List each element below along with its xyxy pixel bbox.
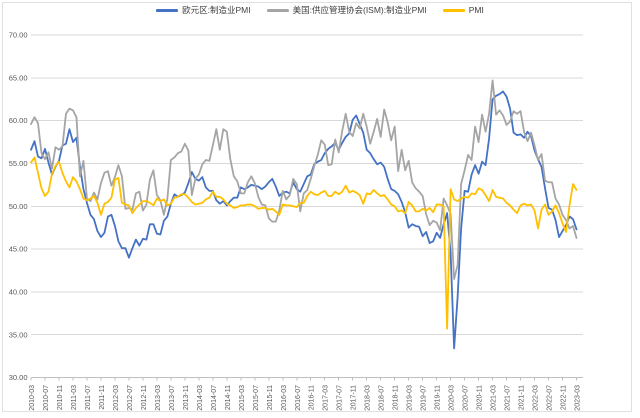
x-tick-label: 2022-11 — [561, 385, 568, 410]
legend-label-china-pmi: PMI — [468, 5, 484, 15]
y-tick-label: 30.00 — [9, 373, 28, 382]
y-tick-label: 40.00 — [9, 287, 28, 296]
y-tick-label: 60.00 — [9, 116, 28, 125]
x-tick-label: 2020-07 — [463, 385, 470, 411]
x-tick-label: 2017-07 — [337, 385, 344, 411]
x-tick-label: 2011-03 — [71, 385, 78, 410]
y-tick-label: 70.00 — [9, 31, 28, 40]
china-pmi-line — [30, 156, 578, 330]
x-tick-label: 2018-03 — [365, 385, 372, 411]
x-tick-label: 2010-03 — [29, 385, 36, 411]
x-tick-label: 2015-03 — [239, 385, 246, 411]
x-tick-label: 2015-11 — [267, 385, 274, 410]
x-tick-label: 2021-11 — [519, 385, 526, 410]
x-tick-label: 2021-07 — [505, 385, 512, 411]
x-tick-label: 2016-07 — [295, 385, 302, 411]
x-tick-label: 2018-07 — [379, 385, 386, 411]
legend-label-eurozone: 欧元区:制造业PMI — [182, 5, 251, 15]
x-tick-label: 2020-03 — [449, 385, 456, 411]
y-tick-label: 35.00 — [9, 330, 28, 339]
x-tick-label: 2011-07 — [85, 385, 92, 410]
x-tick-label: 2019-11 — [435, 385, 442, 410]
x-tick-label: 2012-03 — [113, 385, 120, 411]
x-tick-label: 2013-11 — [183, 385, 190, 410]
legend-item-us-ism-pmi: 美国:供应管理协会(ISM):制造业PMI — [266, 5, 427, 15]
x-tick-label: 2019-07 — [421, 385, 428, 411]
chart-legend: 欧元区:制造业PMI 美国:供应管理协会(ISM):制造业PMI PMI — [0, 6, 640, 15]
x-tick-label: 2014-07 — [211, 385, 218, 411]
x-tick-label: 2016-03 — [281, 385, 288, 411]
x-tick-label: 2017-03 — [323, 385, 330, 411]
y-tick-label: 45.00 — [9, 245, 28, 254]
x-tick-label: 2010-11 — [57, 385, 64, 410]
x-tick-label: 2020-11 — [477, 385, 484, 410]
x-tick-label: 2022-03 — [533, 385, 540, 411]
x-tick-label: 2011-11 — [99, 385, 106, 410]
x-tick-label: 2022-07 — [547, 385, 554, 411]
legend-item-eurozone-pmi: 欧元区:制造业PMI — [156, 5, 251, 15]
x-tick-label: 2021-03 — [491, 385, 498, 411]
y-tick-label: 55.00 — [9, 159, 28, 168]
y-tick-label: 65.00 — [9, 73, 28, 82]
y-tick-label: 50.00 — [9, 202, 28, 211]
x-tick-label: 2019-03 — [407, 385, 414, 411]
eurozone-pmi-line — [30, 90, 578, 350]
x-tick-label: 2013-03 — [155, 385, 162, 411]
x-tick-label: 2014-03 — [197, 385, 204, 411]
us-ism-pmi-line — [30, 79, 578, 280]
x-tick-label: 2010-07 — [43, 385, 50, 411]
x-tick-label: 2013-07 — [169, 385, 176, 411]
x-tick-label: 2018-11 — [393, 385, 400, 410]
x-tick-label: 2012-11 — [141, 385, 148, 410]
legend-item-china-pmi: PMI — [442, 5, 484, 15]
china-pmi-line-swatch — [442, 8, 465, 12]
x-tick-label: 2023-03 — [575, 385, 582, 411]
eurozone-line-swatch — [156, 8, 179, 12]
us-ism-line-swatch — [266, 8, 289, 12]
x-tick-label: 2015-07 — [253, 385, 260, 411]
x-tick-label: 2014-11 — [225, 385, 232, 410]
x-tick-label: 2016-11 — [309, 385, 316, 410]
x-tick-label: 2012-07 — [127, 385, 134, 411]
legend-label-us-ism: 美国:供应管理协会(ISM):制造业PMI — [292, 5, 427, 15]
x-tick-label: 2017-11 — [351, 385, 358, 410]
